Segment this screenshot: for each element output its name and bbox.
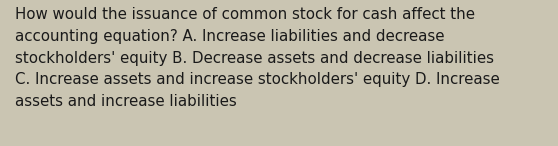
Text: How would the issuance of common stock for cash affect the
accounting equation? : How would the issuance of common stock f… [15, 7, 500, 109]
